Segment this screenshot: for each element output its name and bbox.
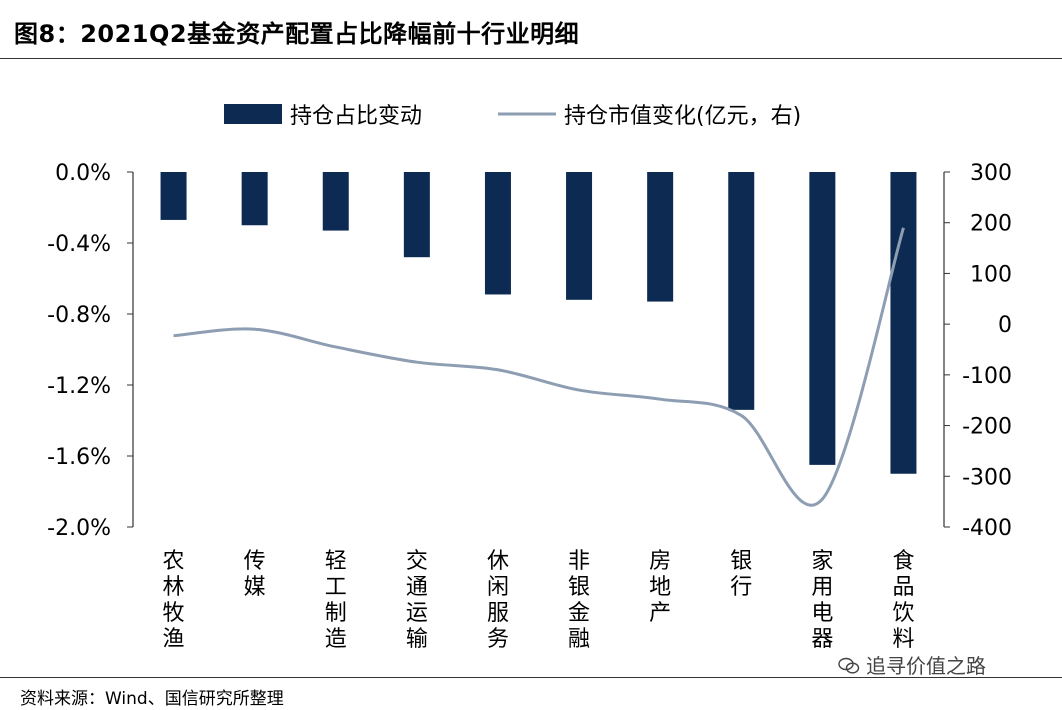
right-tick-label: 200	[970, 212, 1012, 237]
bar	[403, 172, 430, 258]
bar	[241, 172, 268, 226]
x-category-label: 农林牧渔	[163, 549, 185, 652]
x-label-glyph: 牧	[163, 601, 185, 626]
left-tick-label: -1.2%	[47, 374, 111, 399]
x-label-glyph: 用	[811, 575, 833, 600]
right-tick-label: -200	[962, 415, 1012, 440]
left-tick-label: -1.6%	[47, 445, 111, 470]
x-label-glyph: 渔	[163, 627, 185, 652]
x-label-glyph: 休	[487, 549, 509, 574]
bar	[322, 172, 349, 231]
right-tick-label: -400	[962, 516, 1012, 541]
x-category-label: 休闲服务	[487, 549, 509, 652]
x-label-glyph: 服	[487, 601, 509, 626]
x-category-label: 轻工制造	[325, 549, 347, 652]
right-tick-label: 100	[970, 262, 1012, 287]
left-tick-label: -0.4%	[47, 232, 111, 257]
footer-divider	[0, 677, 1062, 678]
bar	[728, 172, 755, 410]
x-label-glyph: 电	[811, 601, 833, 626]
x-label-glyph: 运	[406, 601, 428, 626]
x-label-glyph: 产	[649, 601, 671, 626]
left-tick-label: -0.8%	[47, 303, 111, 328]
bar	[160, 172, 187, 220]
legend: 持仓占比变动 持仓市值变化(亿元，右)	[224, 104, 801, 129]
watermark: 追寻价值之路	[838, 650, 986, 679]
x-label-glyph: 通	[406, 575, 428, 600]
x-label-glyph: 制	[325, 601, 347, 626]
x-label-glyph: 银	[568, 575, 590, 600]
source-note: 资料来源：Wind、国信研究所整理	[20, 689, 284, 709]
x-label-glyph: 品	[892, 575, 914, 600]
x-label-glyph: 饮	[892, 601, 914, 626]
x-label-glyph: 料	[892, 627, 914, 652]
bar	[647, 172, 674, 302]
x-label-glyph: 务	[487, 627, 509, 652]
x-category-label: 家用电器	[811, 549, 833, 652]
left-tick-label: -2.0%	[47, 516, 111, 541]
x-label-glyph: 传	[244, 549, 266, 574]
x-label-glyph: 金	[568, 601, 590, 626]
title-divider	[0, 58, 1062, 59]
line-series	[173, 227, 905, 507]
x-label-glyph: 家	[811, 549, 833, 574]
x-category-label: 房地产	[649, 549, 671, 626]
line-series-path	[173, 227, 905, 507]
watermark-text: 追寻价值之路	[866, 654, 986, 678]
right-tick-label: 300	[970, 161, 1012, 186]
x-label-glyph: 交	[406, 549, 428, 574]
bar	[484, 172, 511, 295]
x-label-glyph: 器	[811, 627, 833, 652]
left-tick-label: 0.0%	[55, 161, 111, 186]
legend-bar-swatch	[224, 104, 282, 124]
x-label-glyph: 闲	[487, 575, 509, 600]
x-label-glyph: 轻	[325, 549, 347, 574]
right-tick-label: 0	[998, 313, 1012, 338]
x-label-glyph: 输	[406, 627, 428, 652]
x-label-glyph: 房	[649, 549, 671, 574]
x-category-label: 银行	[730, 549, 752, 600]
right-tick-label: -300	[962, 465, 1012, 490]
x-label-glyph: 行	[730, 575, 752, 600]
x-label-glyph: 食	[892, 549, 914, 574]
x-label-glyph: 地	[649, 575, 671, 600]
x-label-glyph: 工	[325, 575, 347, 600]
x-category-label: 食品饮料	[892, 549, 914, 652]
x-category-label: 非银金融	[568, 549, 590, 652]
bar	[809, 172, 836, 465]
bar	[890, 172, 917, 474]
right-tick-label: -100	[962, 364, 1012, 389]
x-label-glyph: 非	[568, 549, 590, 574]
axes: 0.0% -0.4% -0.8% -1.2% -1.6% -2.0% 300 200 100 0 -…	[47, 161, 1012, 541]
x-label-glyph: 农	[163, 549, 185, 574]
bar	[566, 172, 593, 300]
x-category-label: 交通运输	[406, 549, 428, 652]
legend-line-label: 持仓市值变化(亿元，右)	[564, 104, 801, 129]
bar-series	[160, 172, 917, 474]
x-category-label: 传媒	[244, 549, 266, 600]
x-label-glyph: 媒	[244, 575, 266, 600]
x-label-glyph: 造	[325, 627, 347, 652]
wechat-icon	[838, 657, 860, 674]
chart-title: 图8：2021Q2基金资产配置占比降幅前十行业明细	[14, 20, 580, 48]
legend-bar-label: 持仓占比变动	[290, 104, 422, 129]
x-label-glyph: 银	[730, 549, 752, 574]
x-label-glyph: 融	[568, 627, 590, 652]
x-label-glyph: 林	[163, 575, 185, 600]
